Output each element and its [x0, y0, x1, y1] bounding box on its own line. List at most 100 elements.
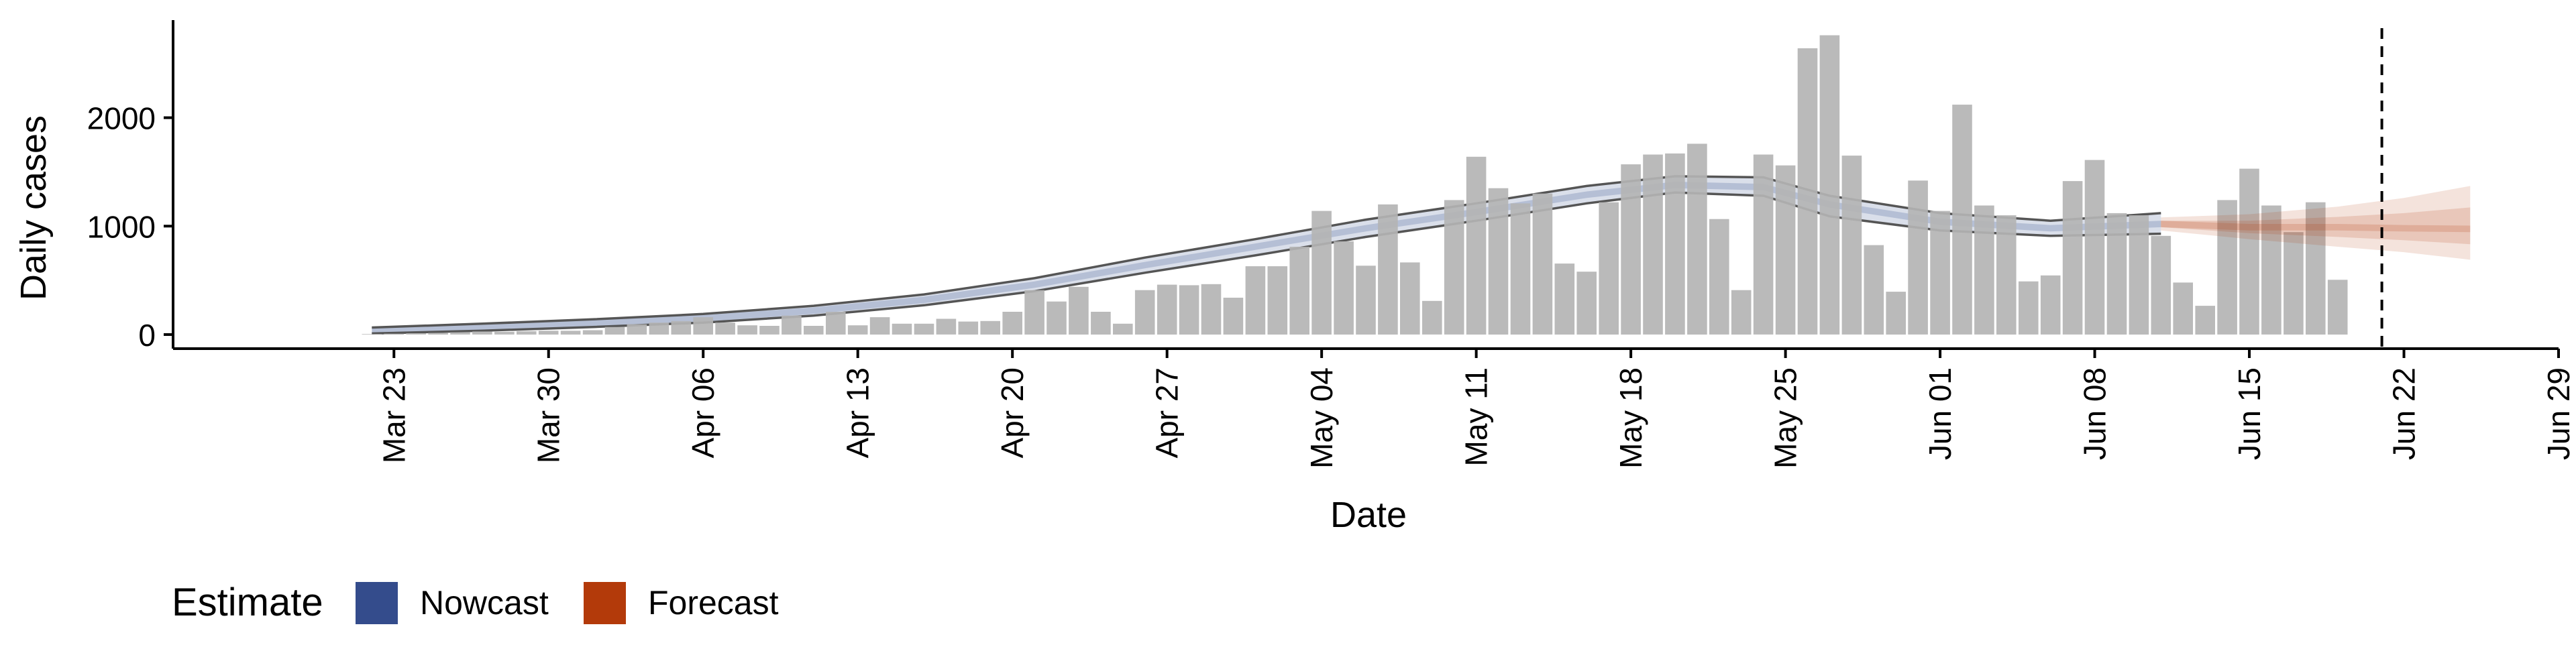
x-tick-label-2020-04-27: Apr 27 — [1150, 367, 1185, 459]
bar-2020-04-14 — [869, 317, 890, 335]
bar-2020-05-28 — [1841, 156, 1862, 335]
x-tick-label-2020-04-13: Apr 13 — [841, 367, 875, 459]
bar-2020-04-01 — [582, 330, 603, 335]
bar-2020-04-03 — [627, 324, 647, 335]
bar-2020-05-01 — [1245, 266, 1266, 335]
x-tick-label-2020-03-30: Mar 30 — [531, 367, 566, 463]
bar-2020-05-03 — [1289, 247, 1309, 335]
bar-2020-03-31 — [560, 331, 581, 335]
bar-2020-03-29 — [517, 331, 537, 335]
forecast-mid-band — [2161, 207, 2471, 245]
x-axis-label: Date — [1330, 495, 1407, 535]
legend-key-forecast — [584, 582, 626, 624]
bar-2020-06-06 — [2040, 275, 2061, 335]
bar-2020-06-13 — [2195, 306, 2215, 335]
y-tick-label-1000: 1000 — [87, 209, 156, 244]
x-tick-label-2020-06-15: Jun 15 — [2232, 367, 2267, 460]
bar-2020-04-18 — [958, 321, 979, 335]
bar-2020-03-28 — [494, 331, 515, 335]
bar-2020-05-06 — [1356, 266, 1376, 335]
bar-2020-04-16 — [914, 323, 934, 335]
bar-2020-06-07 — [2062, 181, 2083, 335]
x-tick-label-2020-04-20: Apr 20 — [995, 367, 1030, 459]
x-tick-label-2020-05-18: May 18 — [1613, 367, 1648, 469]
bar-2020-06-17 — [2284, 232, 2304, 335]
bar-2020-06-15 — [2239, 168, 2259, 335]
x-tick-label-2020-06-01: Jun 01 — [1923, 367, 1957, 460]
bar-2020-05-07 — [1378, 204, 1398, 335]
bar-2020-04-26 — [1134, 290, 1155, 335]
bar-2020-04-23 — [1069, 286, 1089, 335]
legend: Estimate Nowcast Forecast — [172, 581, 779, 624]
bar-2020-04-13 — [847, 325, 868, 335]
bar-2020-05-12 — [1488, 188, 1509, 335]
bar-2020-03-22 — [362, 334, 382, 335]
y-axis-label: Daily cases — [13, 115, 54, 300]
forecast-band — [2161, 186, 2471, 260]
bar-2020-04-05 — [671, 320, 692, 335]
legend-key-nowcast — [356, 582, 398, 624]
bar-2020-03-27 — [472, 331, 492, 335]
bar-2020-04-22 — [1046, 301, 1067, 335]
bar-2020-06-08 — [2084, 160, 2105, 335]
axes-layer: 0 1000 2000 Mar 23 Mar 30 Apr 06 Apr 13 Apr 20 A… — [87, 20, 2576, 469]
bar-2020-05-21 — [1687, 143, 1707, 335]
bar-2020-04-30 — [1223, 298, 1244, 335]
x-tick-label-2020-06-29: Jun 29 — [2541, 367, 2576, 460]
bar-2020-04-12 — [826, 312, 846, 335]
bar-2020-05-30 — [1886, 292, 1906, 335]
y-tick-label-0: 0 — [138, 318, 156, 353]
bar-2020-06-04 — [1996, 215, 2017, 335]
legend-title: Estimate — [172, 581, 323, 624]
bar-2020-04-02 — [604, 327, 625, 335]
bar-2020-04-09 — [759, 326, 780, 335]
bar-2020-06-11 — [2151, 235, 2171, 335]
bar-2020-06-10 — [2129, 215, 2149, 335]
bar-2020-04-20 — [1002, 312, 1022, 335]
bar-2020-05-24 — [1753, 154, 1774, 335]
bar-2020-06-12 — [2173, 282, 2193, 335]
bar-2020-06-18 — [2306, 202, 2326, 335]
bar-2020-04-27 — [1157, 284, 1177, 335]
bar-2020-04-28 — [1179, 285, 1199, 335]
bar-2020-05-19 — [1643, 154, 1663, 335]
bar-2020-04-11 — [804, 326, 824, 335]
x-tick-label-2020-06-22: Jun 22 — [2387, 367, 2422, 460]
bar-2020-05-20 — [1665, 153, 1685, 335]
bar-2020-03-26 — [450, 332, 470, 335]
bar-2020-05-11 — [1466, 156, 1487, 335]
bar-2020-04-19 — [980, 320, 1000, 335]
bar-2020-05-31 — [1908, 180, 1928, 335]
bars-layer — [362, 35, 2348, 335]
bar-2020-05-29 — [1864, 245, 1884, 335]
bar-2020-05-18 — [1621, 164, 1641, 335]
bar-2020-06-19 — [2327, 280, 2348, 335]
bar-2020-05-27 — [1819, 35, 1840, 335]
bar-2020-06-02 — [1952, 105, 1972, 335]
bar-2020-06-09 — [2106, 213, 2127, 335]
bar-2020-03-25 — [428, 333, 448, 335]
bar-2020-05-04 — [1311, 211, 1332, 335]
forecast-inner-band — [2161, 221, 2471, 233]
bar-2020-06-03 — [1974, 205, 1994, 335]
bar-2020-04-08 — [737, 325, 757, 335]
bar-2020-05-14 — [1532, 193, 1553, 335]
bar-2020-05-02 — [1267, 266, 1288, 335]
x-tick-label-2020-04-06: Apr 06 — [686, 367, 720, 459]
bar-2020-05-13 — [1510, 203, 1531, 335]
bar-2020-05-22 — [1709, 219, 1729, 335]
bar-2020-05-23 — [1731, 290, 1752, 335]
bar-2020-03-30 — [538, 331, 559, 335]
bar-2020-05-10 — [1444, 200, 1464, 335]
bar-2020-04-17 — [936, 318, 957, 335]
bar-2020-05-09 — [1422, 300, 1442, 335]
bar-2020-04-10 — [782, 315, 802, 335]
bar-2020-05-25 — [1775, 165, 1796, 335]
bar-2020-06-05 — [2019, 281, 2039, 335]
y-tick-label-2000: 2000 — [87, 101, 156, 136]
legend-label-nowcast: Nowcast — [420, 584, 549, 622]
bar-2020-04-15 — [892, 323, 912, 335]
bar-2020-05-05 — [1334, 241, 1354, 335]
bar-2020-06-01 — [1930, 211, 1950, 335]
x-tick-label-2020-05-25: May 25 — [1768, 367, 1803, 469]
